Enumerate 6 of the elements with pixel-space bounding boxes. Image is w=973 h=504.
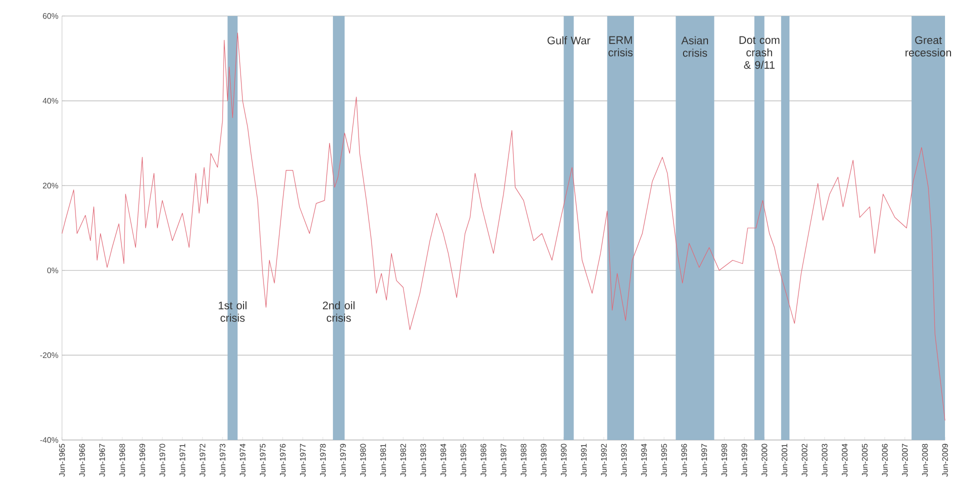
band-label: Dot com crash & 9/11 — [740, 36, 780, 69]
band-label: 2nd oil crisis — [322, 301, 354, 322]
band-label: 1st oil crisis — [218, 301, 246, 322]
band-label: ERM crisis — [608, 36, 633, 56]
band-label: Asian crisis — [681, 36, 708, 57]
band-label: Gulf War — [548, 36, 590, 44]
